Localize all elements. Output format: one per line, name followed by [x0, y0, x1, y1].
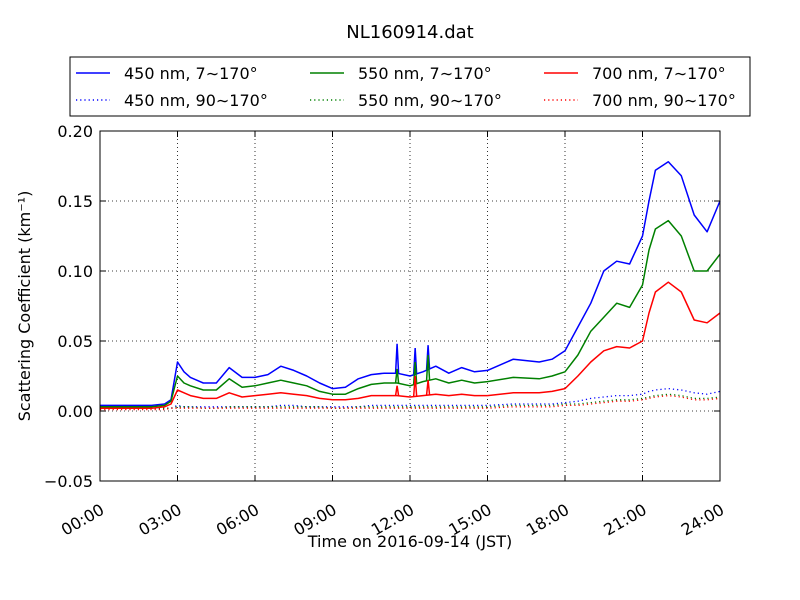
x-tick-label: 00:00 [58, 500, 107, 540]
y-tick-label: −0.05 [44, 472, 93, 491]
y-tick-label: 0.10 [57, 262, 93, 281]
y-tick-label: 0.05 [57, 332, 93, 351]
legend-label: 450 nm, 90∼170° [124, 91, 268, 110]
legend-label: 550 nm, 90∼170° [358, 91, 502, 110]
legend-label: 450 nm, 7∼170° [124, 64, 258, 83]
series-spike [394, 368, 400, 384]
x-tick-label: 21:00 [600, 500, 649, 540]
legend: 450 nm, 7∼170° 550 nm, 7∼170° 700 nm, 7∼17… [69, 56, 751, 117]
series-line-4 [100, 387, 721, 409]
x-tick-label: 03:00 [135, 500, 184, 540]
series-spike [412, 375, 418, 397]
x-tick-label: 24:00 [678, 500, 727, 540]
series-spike [412, 361, 418, 385]
legend-label: 700 nm, 7∼170° [592, 64, 726, 83]
plot-area [100, 131, 720, 481]
legend-box [69, 56, 751, 117]
x-tick-label: 18:00 [523, 500, 572, 540]
series-line-3 [100, 281, 721, 409]
series-layer [100, 161, 721, 411]
x-axis-label: Time on 2016-09-14 (JST) [307, 532, 512, 551]
y-tick-label: 0.20 [57, 122, 93, 141]
x-tick-label: 06:00 [213, 500, 262, 540]
series-line-2 [100, 219, 721, 408]
series-spike [394, 343, 400, 374]
grid [100, 131, 720, 481]
series-spike [425, 354, 431, 381]
y-tick-label: 0.15 [57, 192, 93, 211]
chart-title: NL160914.dat [346, 22, 473, 43]
legend-label: 550 nm, 7∼170° [358, 64, 492, 83]
series-line-1 [100, 161, 721, 407]
series-spike [412, 347, 418, 375]
legend-label: 700 nm, 90∼170° [592, 91, 736, 110]
series-line-6 [100, 394, 721, 411]
series-spike [425, 380, 431, 396]
y-axis-label: Scattering Coefficient (km⁻¹) [15, 191, 34, 422]
y-tick-label: 0.00 [57, 402, 93, 421]
series-spike [394, 385, 400, 396]
